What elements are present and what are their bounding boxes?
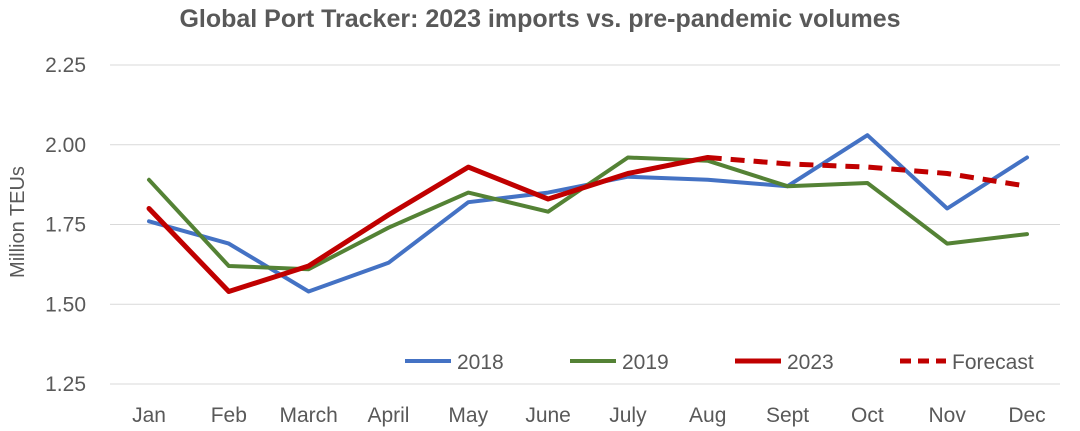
legend-label-2023: 2023 <box>787 351 834 374</box>
series-lines <box>146 133 1029 294</box>
x-tick-label: May <box>448 404 488 427</box>
y-tick-label: 2.00 <box>45 134 86 157</box>
y-axis-label: Million TEUs <box>7 166 29 278</box>
x-tick-label: June <box>525 404 571 427</box>
x-tick-labels: Jan Feb March April May June July Aug Sept Oct Nov… <box>132 404 1046 427</box>
y-tick-label: 2.25 <box>45 54 86 77</box>
series-line-2019 <box>147 155 1029 272</box>
x-tick-label: Sept <box>766 404 809 427</box>
legend-label-2018: 2018 <box>457 351 504 374</box>
x-tick-label: April <box>367 404 409 427</box>
x-tick-label: July <box>609 404 647 427</box>
x-tick-label: Oct <box>851 404 884 427</box>
y-tick-label: 1.50 <box>45 293 86 316</box>
legend-label-forecast: Forecast <box>952 351 1034 374</box>
series-line-2023 <box>146 155 711 294</box>
y-tick-label: 1.25 <box>45 373 86 396</box>
legend: 2018 2019 2023 Forecast <box>405 351 1034 374</box>
series-line-forecast <box>707 155 1028 189</box>
x-tick-label: Dec <box>1008 404 1045 427</box>
x-tick-label: Jan <box>132 404 166 427</box>
x-tick-label: Aug <box>689 404 726 427</box>
legend-label-2019: 2019 <box>622 351 669 374</box>
gridlines <box>110 64 1060 385</box>
x-tick-label: March <box>279 404 337 427</box>
x-tick-label: Feb <box>211 404 247 427</box>
y-tick-labels: 1.25 1.50 1.75 2.00 2.25 <box>45 54 86 396</box>
y-tick-label: 1.75 <box>45 214 86 237</box>
chart-title: Global Port Tracker: 2023 imports vs. pr… <box>179 5 901 33</box>
x-tick-label: Nov <box>929 404 967 427</box>
